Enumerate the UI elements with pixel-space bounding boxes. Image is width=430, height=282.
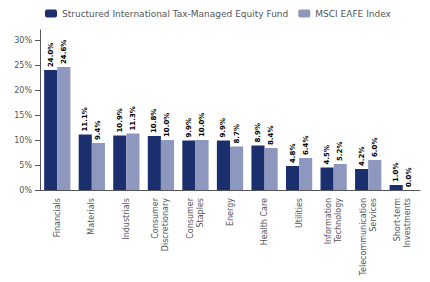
- svg-text:Materials: Materials: [87, 198, 96, 235]
- svg-text:1.0%: 1.0%: [392, 163, 400, 182]
- svg-text:Information: Information: [324, 198, 333, 244]
- svg-text:4.2%: 4.2%: [358, 147, 366, 166]
- svg-text:20%: 20%: [14, 86, 32, 95]
- svg-text:24.0%: 24.0%: [47, 43, 55, 67]
- svg-text:Financials: Financials: [53, 198, 62, 237]
- svg-text:6.0%: 6.0%: [371, 138, 379, 157]
- svg-text:15%: 15%: [14, 111, 32, 120]
- svg-text:Consumer: Consumer: [151, 197, 160, 239]
- svg-text:5.2%: 5.2%: [336, 142, 344, 161]
- svg-text:Structured International Tax-M: Structured International Tax-Managed Equ…: [62, 9, 288, 19]
- svg-text:Investments: Investments: [403, 198, 412, 247]
- svg-text:10.8%: 10.8%: [150, 109, 158, 133]
- svg-text:Staples: Staples: [196, 198, 205, 228]
- svg-text:4.5%: 4.5%: [323, 145, 331, 164]
- svg-text:5%: 5%: [19, 161, 32, 170]
- svg-text:11.1%: 11.1%: [81, 107, 89, 131]
- svg-text:Utilities: Utilities: [295, 198, 304, 228]
- svg-text:11.3%: 11.3%: [129, 106, 137, 130]
- svg-text:Discretionary: Discretionary: [161, 198, 170, 252]
- svg-text:Telecommunication: Telecommunication: [359, 198, 368, 276]
- svg-text:8.4%: 8.4%: [267, 126, 275, 145]
- svg-text:9.9%: 9.9%: [219, 118, 227, 137]
- svg-text:Services: Services: [369, 198, 378, 232]
- svg-text:0%: 0%: [19, 186, 32, 195]
- svg-text:10.0%: 10.0%: [163, 113, 171, 137]
- svg-text:8.9%: 8.9%: [254, 123, 262, 142]
- svg-text:Energy: Energy: [226, 198, 235, 226]
- svg-text:MSCI EAFE Index: MSCI EAFE Index: [315, 9, 391, 19]
- svg-text:9.9%: 9.9%: [185, 118, 193, 137]
- svg-text:6.4%: 6.4%: [302, 136, 310, 155]
- svg-text:24.6%: 24.6%: [60, 40, 68, 64]
- svg-text:30%: 30%: [14, 36, 32, 45]
- svg-text:10.9%: 10.9%: [116, 108, 124, 132]
- svg-text:10.0%: 10.0%: [198, 113, 206, 137]
- svg-text:Industrials: Industrials: [122, 198, 131, 240]
- svg-text:Technology: Technology: [334, 198, 343, 244]
- svg-text:Consumer: Consumer: [186, 197, 195, 239]
- svg-text:Health Care: Health Care: [260, 198, 269, 245]
- svg-text:4.8%: 4.8%: [289, 144, 297, 163]
- svg-text:25%: 25%: [14, 61, 32, 70]
- svg-text:8.7%: 8.7%: [233, 124, 241, 143]
- svg-text:Short-term: Short-term: [393, 198, 402, 242]
- svg-text:10%: 10%: [14, 136, 32, 145]
- svg-text:0.0%: 0.0%: [405, 168, 413, 187]
- svg-text:9.4%: 9.4%: [94, 121, 102, 140]
